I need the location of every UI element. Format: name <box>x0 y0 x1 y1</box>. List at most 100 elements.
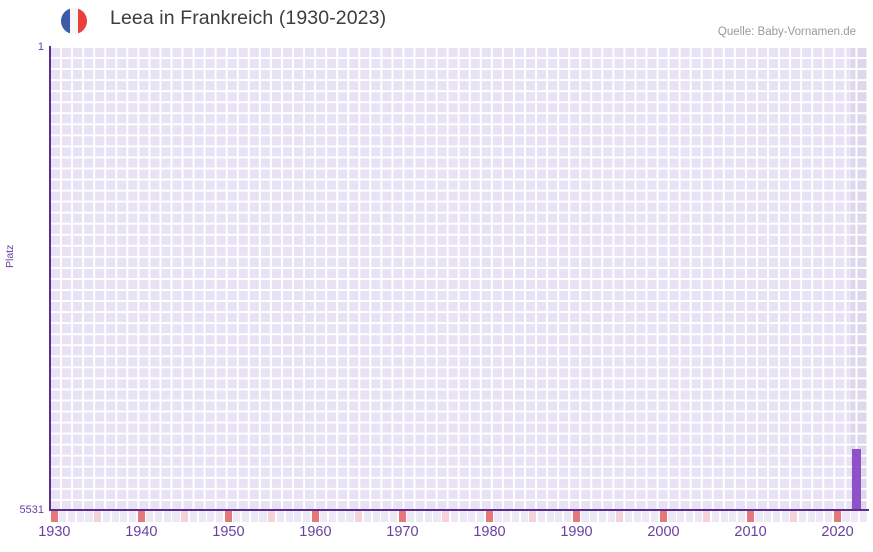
x-tick-minor <box>590 511 598 522</box>
x-tick-major <box>398 511 406 522</box>
x-tick-minor <box>798 511 807 522</box>
x-tick-minor <box>677 511 685 522</box>
x-tick-minor <box>537 511 545 522</box>
x-axis-label-1950: 1950 <box>212 524 245 540</box>
chart-header: Leea in Frankreich (1930-2023) Quelle: B… <box>0 0 873 46</box>
x-tick-minor <box>389 511 398 522</box>
x-tick-major <box>746 511 754 522</box>
x-tick-minor <box>155 511 163 522</box>
x-tick-minor <box>59 511 67 522</box>
x-axis-label-1940: 1940 <box>125 524 158 540</box>
x-tick-minor <box>111 511 119 522</box>
x-tick-minor <box>337 511 345 522</box>
x-tick-minor <box>668 511 676 522</box>
x-axis-label-1990: 1990 <box>560 524 593 540</box>
x-tick-minor <box>685 511 693 522</box>
x-tick-major <box>137 511 145 522</box>
x-axis-line <box>49 509 869 511</box>
x-tick-minor <box>381 511 389 522</box>
x-tick-minor <box>450 511 458 522</box>
x-tick-minor <box>198 511 206 522</box>
x-tick-minor <box>163 511 171 522</box>
x-tick-minor <box>511 511 519 522</box>
x-tick-minor <box>285 511 293 522</box>
x-tick-minor <box>294 511 302 522</box>
x-tick-minor <box>268 511 276 522</box>
bar-2022[interactable] <box>851 448 861 510</box>
x-tick-minor <box>172 511 180 522</box>
x-tick-minor <box>816 511 824 522</box>
x-tick-minor <box>416 511 424 522</box>
plot-area <box>50 47 868 510</box>
x-tick-minor <box>842 511 850 522</box>
bar-series <box>50 47 868 510</box>
x-tick-minor <box>859 511 867 522</box>
france-flag-icon <box>61 8 87 34</box>
x-tick-minor <box>276 511 284 522</box>
x-tick-minor <box>372 511 380 522</box>
x-tick-minor <box>424 511 432 522</box>
x-tick-minor <box>546 511 554 522</box>
x-tick-minor <box>442 511 450 522</box>
x-axis-label-1970: 1970 <box>386 524 419 540</box>
x-tick-minor <box>329 511 337 522</box>
x-tick-major <box>572 511 580 522</box>
x-tick-minor <box>468 511 476 522</box>
x-tick-minor <box>520 511 528 522</box>
x-tick-minor <box>215 511 224 522</box>
x-tick-minor <box>633 511 641 522</box>
x-tick-minor <box>581 511 589 522</box>
x-axis-label-1980: 1980 <box>473 524 506 540</box>
x-tick-major <box>50 511 58 522</box>
x-tick-minor <box>503 511 511 522</box>
x-tick-minor <box>207 511 215 522</box>
y-axis-line <box>49 46 51 511</box>
x-tick-minor <box>85 511 93 522</box>
x-axis-label-1960: 1960 <box>299 524 332 540</box>
source-attribution: Quelle: Baby-Vornamen.de <box>717 26 856 38</box>
x-tick-minor <box>146 511 154 522</box>
x-tick-minor <box>242 511 250 522</box>
x-tick-minor <box>624 511 633 522</box>
x-tick-minor <box>851 511 859 522</box>
x-tick-minor <box>755 511 763 522</box>
x-tick-minor <box>703 511 711 522</box>
x-tick-minor <box>790 511 798 522</box>
x-tick-minor <box>555 511 563 522</box>
x-tick-major <box>833 511 841 522</box>
x-tick-minor <box>807 511 815 522</box>
x-tick-minor <box>720 511 728 522</box>
x-tick-minor <box>128 511 136 522</box>
x-tick-minor <box>189 511 197 522</box>
x-tick-major <box>485 511 493 522</box>
x-tick-minor <box>459 511 467 522</box>
x-tick-minor <box>302 511 311 522</box>
x-tick-minor <box>616 511 624 522</box>
x-tick-minor <box>433 511 441 522</box>
x-tick-minor <box>694 511 702 522</box>
x-axis-label-1930: 1930 <box>38 524 71 540</box>
grid-lines <box>50 47 868 510</box>
y-axis-title: Platz <box>4 244 16 268</box>
x-tick-minor <box>729 511 737 522</box>
x-tick-minor <box>642 511 650 522</box>
x-axis-tick-strip <box>50 511 868 522</box>
y-axis-tick-top: 1 <box>37 41 44 53</box>
x-tick-minor <box>651 511 659 522</box>
x-tick-minor <box>320 511 328 522</box>
x-tick-minor <box>825 511 833 522</box>
x-tick-minor <box>494 511 502 522</box>
x-tick-minor <box>529 511 537 522</box>
x-tick-minor <box>598 511 606 522</box>
x-tick-major <box>311 511 319 522</box>
x-tick-minor <box>781 511 789 522</box>
x-tick-major <box>224 511 232 522</box>
x-axis-label-2010: 2010 <box>734 524 767 540</box>
x-tick-minor <box>68 511 76 522</box>
x-tick-minor <box>120 511 128 522</box>
x-tick-minor <box>94 511 102 522</box>
x-tick-minor <box>233 511 241 522</box>
x-tick-minor <box>407 511 415 522</box>
x-tick-minor <box>711 511 720 522</box>
